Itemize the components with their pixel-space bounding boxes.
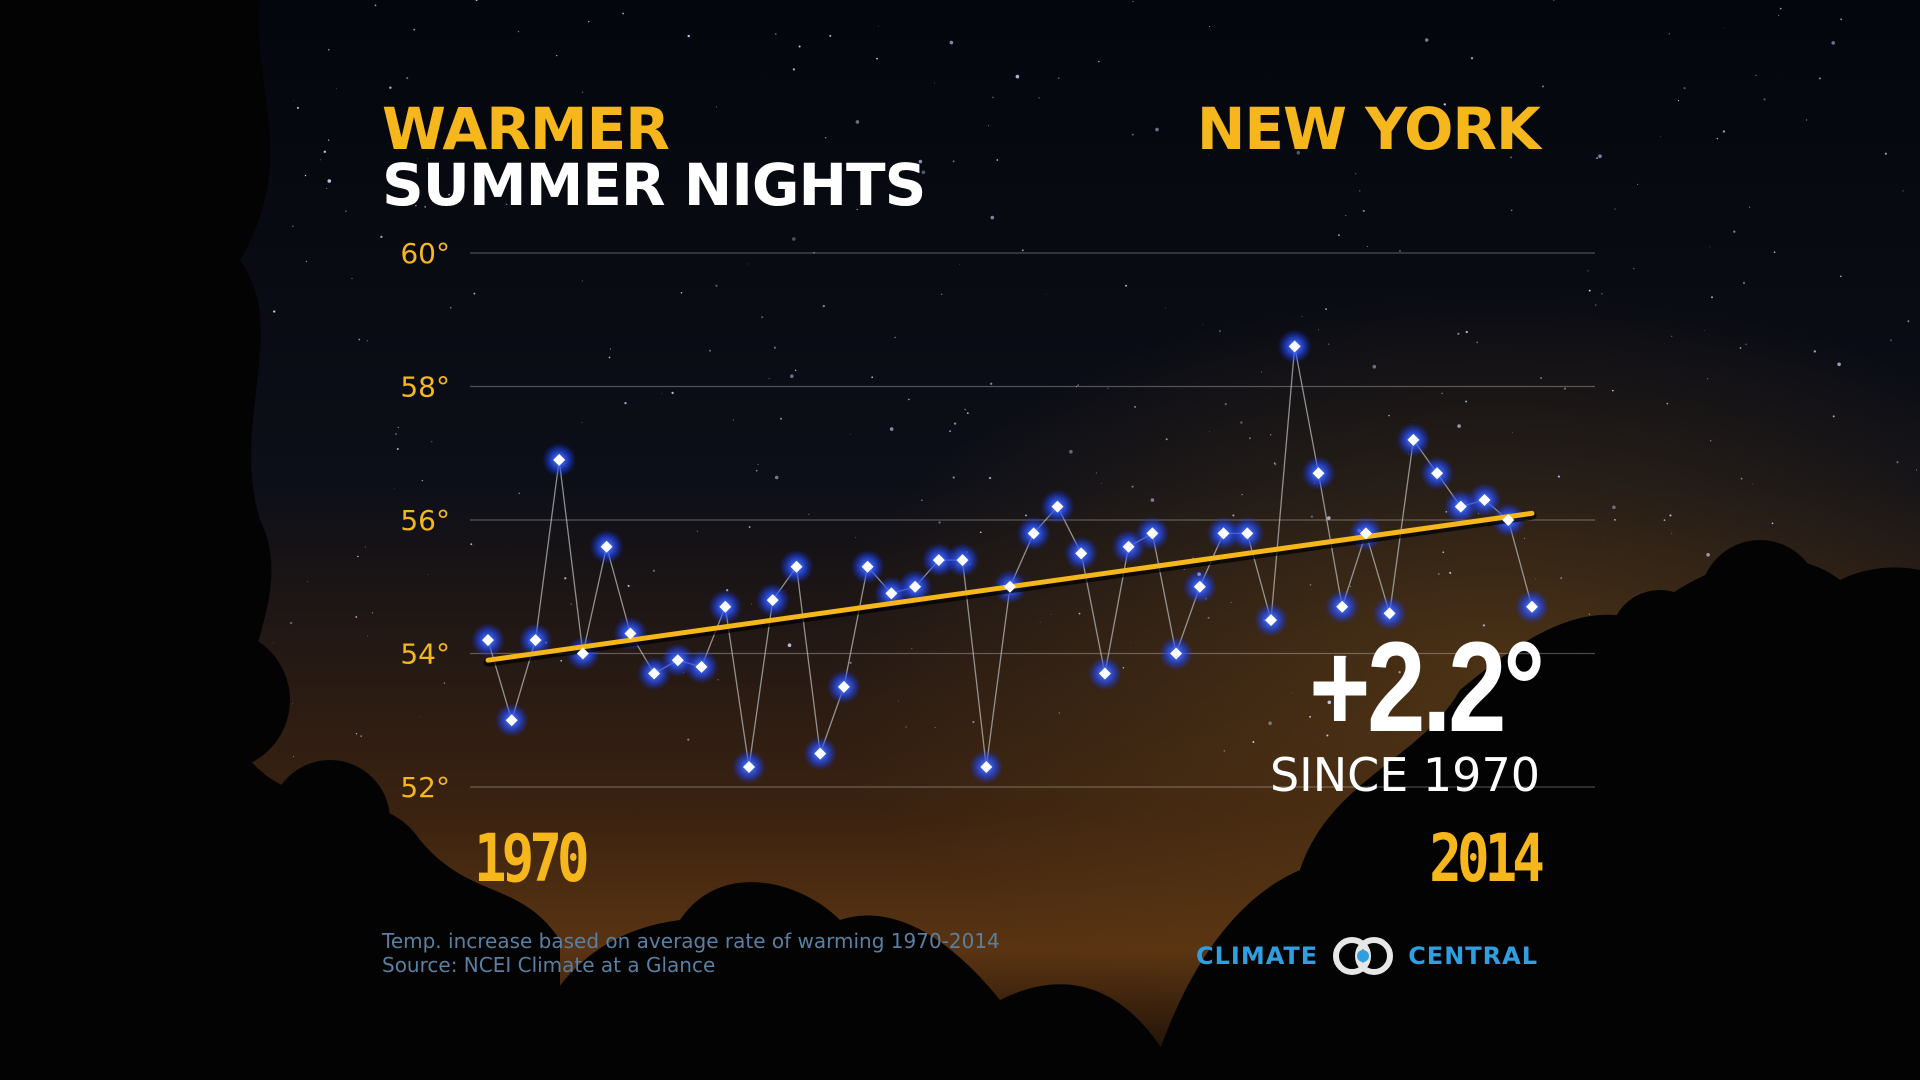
data-point-1998: [1146, 527, 1159, 540]
data-point-1975: [600, 540, 613, 553]
data-point-1992: [1004, 580, 1016, 593]
data-point-1980: [719, 600, 732, 613]
data-point-1999: [1170, 647, 1183, 660]
data-point-1979: [695, 660, 708, 673]
methodology-footnote: Temp. increase based on average rate of …: [382, 929, 1000, 953]
data-point-1970: [482, 634, 494, 647]
temperature-change-value: +2.2°: [1309, 616, 1545, 759]
data-point-1989: [932, 554, 945, 567]
data-point-1973: [553, 453, 566, 466]
data-point-2004: [1288, 340, 1301, 353]
y-tick-label-56: 56°: [400, 504, 450, 537]
data-point-1991: [980, 761, 993, 773]
data-point-2012: [1478, 494, 1491, 506]
data-point-1978: [671, 654, 684, 667]
end-year-label: 2014: [1429, 820, 1545, 897]
data-point-2005: [1312, 467, 1325, 480]
data-point-2002: [1241, 527, 1254, 540]
data-point-1996: [1098, 667, 1111, 680]
chart-title-line-2: SUMMER NIGHTS: [382, 151, 926, 219]
data-point-1988: [909, 580, 922, 593]
data-point-2014: [1526, 600, 1538, 613]
data-point-1994: [1051, 500, 1064, 513]
data-point-2013: [1502, 514, 1515, 526]
source-footnote: Source: NCEI Climate at a Glance: [382, 953, 716, 977]
data-point-1977: [648, 667, 661, 680]
data-point-2008: [1383, 607, 1396, 620]
data-point-2007: [1359, 527, 1372, 540]
data-point-1990: [956, 554, 969, 567]
data-point-1971: [505, 714, 518, 727]
y-tick-label-60: 60°: [400, 237, 450, 270]
data-point-1984: [814, 747, 827, 760]
data-point-1972: [529, 634, 542, 647]
data-point-2006: [1336, 600, 1349, 613]
data-point-1981: [743, 761, 755, 773]
brand-word-climate: CLIMATE: [1195, 942, 1319, 970]
data-point-2000: [1193, 580, 1206, 593]
data-point-2009: [1407, 433, 1420, 446]
data-point-1995: [1075, 547, 1088, 560]
start-year-label: 1970: [474, 820, 590, 897]
y-tick-label-52: 52°: [400, 771, 450, 804]
data-point-2010: [1431, 467, 1444, 480]
data-point-1983: [790, 560, 803, 573]
data-point-1986: [861, 560, 874, 573]
y-tick-label-54: 54°: [400, 638, 450, 671]
data-point-1985: [837, 680, 850, 693]
data-point-1982: [766, 594, 779, 607]
y-tick-label-58: 58°: [400, 371, 450, 404]
data-point-1987: [885, 587, 898, 600]
linked-circles-logo-icon: [1333, 937, 1394, 975]
temperature-change-caption: SINCE 1970: [1269, 748, 1540, 802]
climate-central-logo: CLIMATE CENTRAL: [1196, 936, 1538, 976]
data-point-2003: [1265, 614, 1277, 627]
brand-word-central: CENTRAL: [1408, 942, 1538, 970]
data-point-2011: [1454, 500, 1467, 513]
data-point-1976: [624, 627, 637, 640]
data-point-2001: [1217, 527, 1230, 540]
chart-title-line-1: WARMER: [382, 95, 670, 163]
location-label: NEW YORK: [1196, 95, 1541, 163]
data-point-1974: [576, 647, 589, 660]
data-point-1997: [1122, 540, 1135, 553]
data-point-1993: [1027, 527, 1040, 540]
